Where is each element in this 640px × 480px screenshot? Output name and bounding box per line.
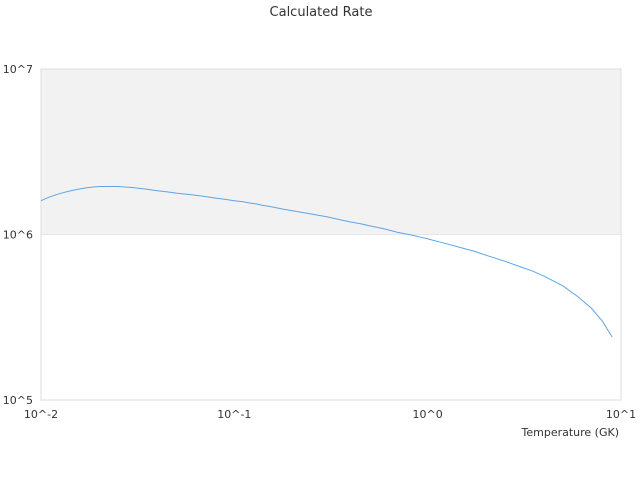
x-tick-label: 10^-1 <box>217 408 251 421</box>
y-tick-label: 10^5 <box>3 394 33 407</box>
x-axis-label: Temperature (GK) <box>521 426 620 439</box>
plot-area: 10^-2 10^-1 10^0 10^1 10^5 10^6 10^7 <box>3 63 636 421</box>
series-line <box>40 186 613 338</box>
x-tick-label: 10^0 <box>413 408 443 421</box>
chart-title: Calculated Rate <box>270 5 373 20</box>
y-tick-label: 10^7 <box>3 63 33 76</box>
shaded-band <box>41 69 621 235</box>
x-tick-label: 10^-2 <box>24 408 58 421</box>
x-tick-label: 10^1 <box>606 408 636 421</box>
y-tick-label: 10^6 <box>3 229 33 242</box>
